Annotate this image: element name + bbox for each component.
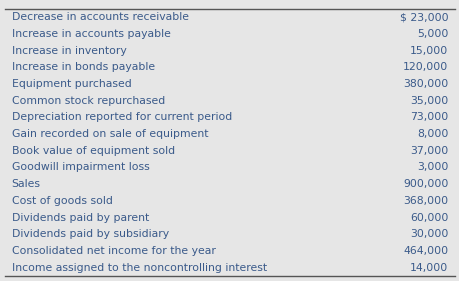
Text: 8,000: 8,000 (416, 129, 448, 139)
Text: 15,000: 15,000 (409, 46, 448, 56)
Text: 37,000: 37,000 (409, 146, 448, 156)
Text: 60,000: 60,000 (409, 212, 448, 223)
Text: Increase in inventory: Increase in inventory (11, 46, 126, 56)
Text: 464,000: 464,000 (403, 246, 448, 256)
Text: Goodwill impairment loss: Goodwill impairment loss (11, 162, 149, 173)
Text: 5,000: 5,000 (416, 29, 448, 39)
Text: Equipment purchased: Equipment purchased (11, 79, 131, 89)
Text: Increase in bonds payable: Increase in bonds payable (11, 62, 154, 72)
Text: Depreciation reported for current period: Depreciation reported for current period (11, 112, 231, 123)
Text: Book value of equipment sold: Book value of equipment sold (11, 146, 174, 156)
Text: 900,000: 900,000 (402, 179, 448, 189)
Text: Decrease in accounts receivable: Decrease in accounts receivable (11, 12, 188, 22)
Text: Gain recorded on sale of equipment: Gain recorded on sale of equipment (11, 129, 207, 139)
Text: Common stock repurchased: Common stock repurchased (11, 96, 164, 106)
Text: Dividends paid by subsidiary: Dividends paid by subsidiary (11, 229, 168, 239)
Text: 35,000: 35,000 (409, 96, 448, 106)
Text: 368,000: 368,000 (403, 196, 448, 206)
Text: 380,000: 380,000 (403, 79, 448, 89)
Text: 73,000: 73,000 (409, 112, 448, 123)
Text: Increase in accounts payable: Increase in accounts payable (11, 29, 170, 39)
Text: Cost of goods sold: Cost of goods sold (11, 196, 112, 206)
Text: Sales: Sales (11, 179, 40, 189)
Text: 30,000: 30,000 (409, 229, 448, 239)
Text: 3,000: 3,000 (416, 162, 448, 173)
Text: Income assigned to the noncontrolling interest: Income assigned to the noncontrolling in… (11, 263, 266, 273)
Text: Dividends paid by parent: Dividends paid by parent (11, 212, 148, 223)
Text: 120,000: 120,000 (403, 62, 448, 72)
Text: Consolidated net income for the year: Consolidated net income for the year (11, 246, 215, 256)
Text: 14,000: 14,000 (409, 263, 448, 273)
Text: $ 23,000: $ 23,000 (399, 12, 448, 22)
